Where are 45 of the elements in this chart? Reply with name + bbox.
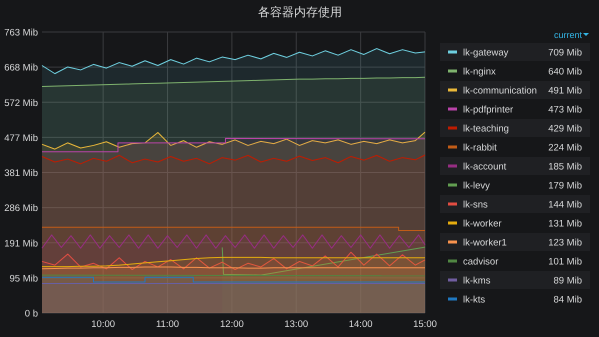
x-tick-label: 15:00 bbox=[413, 319, 437, 330]
text: 144 Mib bbox=[548, 200, 582, 210]
y-tick-label: 0 b bbox=[24, 308, 38, 320]
legend-label: lk-worker bbox=[463, 218, 502, 230]
legend-label: lk-teaching bbox=[463, 124, 509, 134]
text: 640 Mib bbox=[548, 66, 582, 78]
text: 429 Mib bbox=[548, 124, 582, 134]
y-tick-label: 381 Mib bbox=[4, 168, 38, 179]
x-tick-label: 13:00 bbox=[284, 319, 308, 330]
legend-label: lk-kts bbox=[463, 294, 486, 306]
y-tick-label: 286 Mib bbox=[4, 203, 38, 214]
text: 473 Mib bbox=[548, 104, 582, 116]
legend-label: lk-account bbox=[463, 162, 507, 172]
text: 101 Mib bbox=[548, 256, 582, 268]
text: 709 Mib bbox=[548, 48, 582, 58]
x-tick-label: 14:00 bbox=[348, 319, 373, 330]
legend-label: lk-nginx bbox=[463, 66, 496, 78]
legend-label: lk-worker1 bbox=[463, 238, 507, 248]
y-tick-label: 763 Mib bbox=[4, 28, 38, 38]
text: 491 Mib bbox=[548, 86, 582, 96]
text: 131 Mib bbox=[548, 218, 582, 230]
y-tick-label: 95 Mib bbox=[9, 273, 38, 284]
legend-label: lk-communication bbox=[463, 86, 537, 96]
x-tick-label: 12:00 bbox=[220, 319, 244, 330]
legend-label: lk-gateway bbox=[463, 48, 509, 58]
y-tick-label: 572 Mib bbox=[4, 98, 38, 109]
legend-label: lk-levy bbox=[463, 180, 490, 192]
legend-label: lk-rabbit bbox=[463, 142, 498, 154]
text: 224 Mib bbox=[548, 142, 582, 154]
text: 179 Mib bbox=[548, 180, 582, 192]
legend-label: lk-pdfprinter bbox=[463, 104, 514, 116]
legend-label: cadvisor bbox=[463, 256, 498, 268]
text: 89 Mib bbox=[553, 276, 582, 286]
text: 185 Mib bbox=[548, 162, 582, 172]
y-tick-label: 668 Mib bbox=[4, 62, 38, 74]
y-tick-label: 191 Mib bbox=[4, 238, 38, 250]
x-tick-label: 10:00 bbox=[91, 319, 116, 330]
text: 84 Mib bbox=[553, 294, 582, 306]
chart-title: 各容器内存使用 bbox=[258, 5, 342, 19]
text: 123 Mib bbox=[548, 238, 582, 248]
legend-label: lk-kms bbox=[463, 276, 491, 286]
legend-title: current bbox=[554, 30, 582, 40]
legend-label: lk-sns bbox=[463, 200, 488, 210]
y-tick-label: 477 Mib bbox=[4, 132, 38, 144]
x-tick-label: 11:00 bbox=[156, 319, 180, 330]
